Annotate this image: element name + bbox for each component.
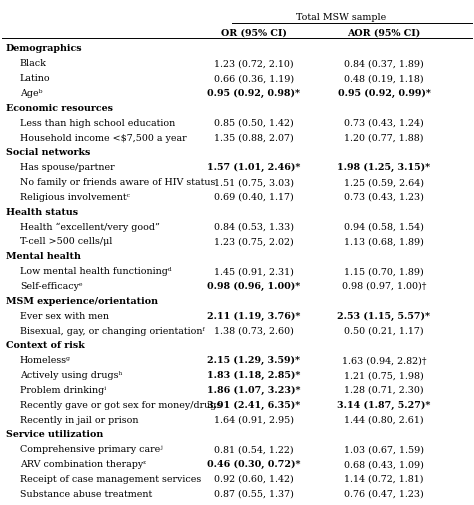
Text: Total MSW sample: Total MSW sample bbox=[296, 13, 386, 22]
Text: 1.51 (0.75, 3.03): 1.51 (0.75, 3.03) bbox=[214, 178, 293, 187]
Text: 1.98 (1.25, 3.15)*: 1.98 (1.25, 3.15)* bbox=[337, 163, 430, 172]
Text: 0.48 (0.19, 1.18): 0.48 (0.19, 1.18) bbox=[344, 74, 424, 83]
Text: 1.13 (0.68, 1.89): 1.13 (0.68, 1.89) bbox=[344, 237, 424, 246]
Text: Has spouse/partner: Has spouse/partner bbox=[20, 163, 115, 172]
Text: 1.35 (0.88, 2.07): 1.35 (0.88, 2.07) bbox=[214, 133, 293, 142]
Text: Economic resources: Economic resources bbox=[6, 104, 113, 113]
Text: 0.68 (0.43, 1.09): 0.68 (0.43, 1.09) bbox=[344, 460, 424, 469]
Text: 2.15 (1.29, 3.59)*: 2.15 (1.29, 3.59)* bbox=[207, 356, 300, 366]
Text: 1.44 (0.80, 2.61): 1.44 (0.80, 2.61) bbox=[344, 416, 424, 425]
Text: 3.14 (1.87, 5.27)*: 3.14 (1.87, 5.27)* bbox=[337, 401, 430, 410]
Text: No family or friends aware of HIV status: No family or friends aware of HIV status bbox=[20, 178, 215, 187]
Text: Bisexual, gay, or changing orientationᶠ: Bisexual, gay, or changing orientationᶠ bbox=[20, 327, 205, 335]
Text: Ageᵇ: Ageᵇ bbox=[20, 89, 42, 98]
Text: Homelessᵍ: Homelessᵍ bbox=[20, 356, 71, 365]
Text: 1.23 (0.72, 2.10): 1.23 (0.72, 2.10) bbox=[214, 59, 293, 68]
Text: 0.50 (0.21, 1.17): 0.50 (0.21, 1.17) bbox=[344, 327, 424, 335]
Text: 1.45 (0.91, 2.31): 1.45 (0.91, 2.31) bbox=[214, 267, 293, 276]
Text: 0.69 (0.40, 1.17): 0.69 (0.40, 1.17) bbox=[214, 193, 293, 202]
Text: 1.57 (1.01, 2.46)*: 1.57 (1.01, 2.46)* bbox=[207, 163, 300, 172]
Text: Receipt of case management services: Receipt of case management services bbox=[20, 475, 201, 484]
Text: 0.84 (0.53, 1.33): 0.84 (0.53, 1.33) bbox=[214, 223, 293, 232]
Text: 0.92 (0.60, 1.42): 0.92 (0.60, 1.42) bbox=[214, 475, 293, 484]
Text: 0.85 (0.50, 1.42): 0.85 (0.50, 1.42) bbox=[214, 119, 293, 128]
Text: Self-efficacyᵉ: Self-efficacyᵉ bbox=[20, 282, 82, 291]
Text: 3.91 (2.41, 6.35)*: 3.91 (2.41, 6.35)* bbox=[207, 401, 300, 410]
Text: 0.73 (0.43, 1.23): 0.73 (0.43, 1.23) bbox=[344, 193, 424, 202]
Text: 0.98 (0.96, 1.00)*: 0.98 (0.96, 1.00)* bbox=[207, 282, 300, 291]
Text: Mental health: Mental health bbox=[6, 252, 81, 261]
Text: Demographics: Demographics bbox=[6, 44, 82, 54]
Text: 0.46 (0.30, 0.72)*: 0.46 (0.30, 0.72)* bbox=[207, 460, 301, 469]
Text: Latino: Latino bbox=[20, 74, 51, 83]
Text: Household income <$7,500 a year: Household income <$7,500 a year bbox=[20, 133, 187, 142]
Text: 0.81 (0.54, 1.22): 0.81 (0.54, 1.22) bbox=[214, 445, 293, 455]
Text: Service utilization: Service utilization bbox=[6, 430, 103, 439]
Text: Substance abuse treatment: Substance abuse treatment bbox=[20, 490, 152, 499]
Text: 0.95 (0.92, 0.98)*: 0.95 (0.92, 0.98)* bbox=[207, 89, 300, 98]
Text: 0.84 (0.37, 1.89): 0.84 (0.37, 1.89) bbox=[344, 59, 424, 68]
Text: 1.23 (0.75, 2.02): 1.23 (0.75, 2.02) bbox=[214, 237, 293, 246]
Text: 1.83 (1.18, 2.85)*: 1.83 (1.18, 2.85)* bbox=[207, 371, 300, 380]
Text: Problem drinkingⁱ: Problem drinkingⁱ bbox=[20, 386, 106, 395]
Text: 2.11 (1.19, 3.76)*: 2.11 (1.19, 3.76)* bbox=[207, 312, 300, 321]
Text: 0.95 (0.92, 0.99)*: 0.95 (0.92, 0.99)* bbox=[337, 89, 430, 98]
Text: Comprehensive primary careʲ: Comprehensive primary careʲ bbox=[20, 445, 163, 455]
Text: Health “excellent/very good”: Health “excellent/very good” bbox=[20, 223, 160, 232]
Text: MSM experience/orientation: MSM experience/orientation bbox=[6, 297, 158, 306]
Text: 1.14 (0.72, 1.81): 1.14 (0.72, 1.81) bbox=[344, 475, 424, 484]
Text: 0.98 (0.97, 1.00)†: 0.98 (0.97, 1.00)† bbox=[342, 282, 426, 291]
Text: AOR (95% CI): AOR (95% CI) bbox=[347, 28, 420, 37]
Text: 1.86 (1.07, 3.23)*: 1.86 (1.07, 3.23)* bbox=[207, 386, 301, 395]
Text: OR (95% CI): OR (95% CI) bbox=[221, 28, 286, 37]
Text: ARV combination therapyᵋ: ARV combination therapyᵋ bbox=[20, 460, 146, 469]
Text: Actively using drugsʰ: Actively using drugsʰ bbox=[20, 371, 123, 380]
Text: Low mental health functioningᵈ: Low mental health functioningᵈ bbox=[20, 267, 172, 276]
Text: 1.64 (0.91, 2.95): 1.64 (0.91, 2.95) bbox=[214, 416, 293, 425]
Text: Context of risk: Context of risk bbox=[6, 341, 84, 350]
Text: Health status: Health status bbox=[6, 208, 78, 217]
Text: Ever sex with men: Ever sex with men bbox=[20, 312, 109, 321]
Text: 1.63 (0.94, 2.82)†: 1.63 (0.94, 2.82)† bbox=[342, 356, 426, 365]
Text: 2.53 (1.15, 5.57)*: 2.53 (1.15, 5.57)* bbox=[337, 312, 430, 321]
Text: 0.73 (0.43, 1.24): 0.73 (0.43, 1.24) bbox=[344, 119, 424, 128]
Text: Recently gave or got sex for money/drugs: Recently gave or got sex for money/drugs bbox=[20, 401, 221, 410]
Text: 1.03 (0.67, 1.59): 1.03 (0.67, 1.59) bbox=[344, 445, 424, 455]
Text: Black: Black bbox=[20, 59, 47, 68]
Text: Religious involvementᶜ: Religious involvementᶜ bbox=[20, 193, 130, 202]
Text: Social networks: Social networks bbox=[6, 148, 90, 158]
Text: 1.25 (0.59, 2.64): 1.25 (0.59, 2.64) bbox=[344, 178, 424, 187]
Text: 0.66 (0.36, 1.19): 0.66 (0.36, 1.19) bbox=[213, 74, 294, 83]
Text: Less than high school education: Less than high school education bbox=[20, 119, 175, 128]
Text: 1.20 (0.77, 1.88): 1.20 (0.77, 1.88) bbox=[344, 133, 424, 142]
Text: 1.38 (0.73, 2.60): 1.38 (0.73, 2.60) bbox=[214, 327, 293, 335]
Text: 0.76 (0.47, 1.23): 0.76 (0.47, 1.23) bbox=[344, 490, 424, 499]
Text: 1.15 (0.70, 1.89): 1.15 (0.70, 1.89) bbox=[344, 267, 424, 276]
Text: 1.28 (0.71, 2.30): 1.28 (0.71, 2.30) bbox=[344, 386, 424, 395]
Text: Recently in jail or prison: Recently in jail or prison bbox=[20, 416, 138, 425]
Text: T-cell >500 cells/μl: T-cell >500 cells/μl bbox=[20, 237, 112, 246]
Text: 0.87 (0.55, 1.37): 0.87 (0.55, 1.37) bbox=[214, 490, 293, 499]
Text: 1.21 (0.75, 1.98): 1.21 (0.75, 1.98) bbox=[344, 371, 424, 380]
Text: 0.94 (0.58, 1.54): 0.94 (0.58, 1.54) bbox=[344, 223, 424, 232]
